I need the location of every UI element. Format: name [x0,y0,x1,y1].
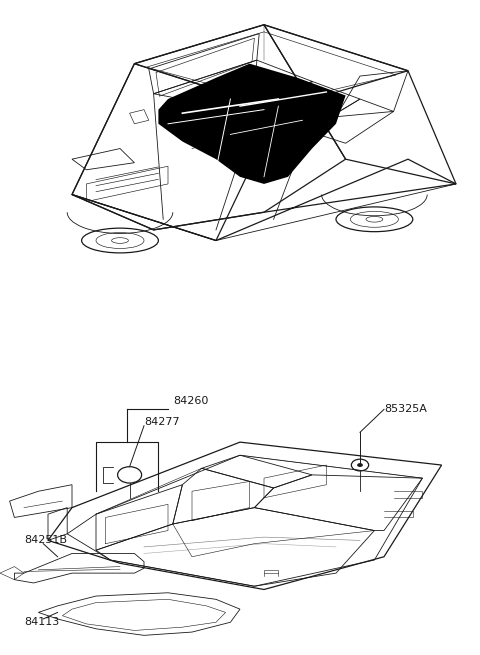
Polygon shape [158,64,346,184]
Text: 85325A: 85325A [384,404,427,415]
Circle shape [357,463,363,467]
Text: 84260: 84260 [173,396,208,406]
Text: 84251B: 84251B [24,535,67,546]
Text: 84277: 84277 [144,417,180,428]
Text: 84113: 84113 [24,617,59,627]
